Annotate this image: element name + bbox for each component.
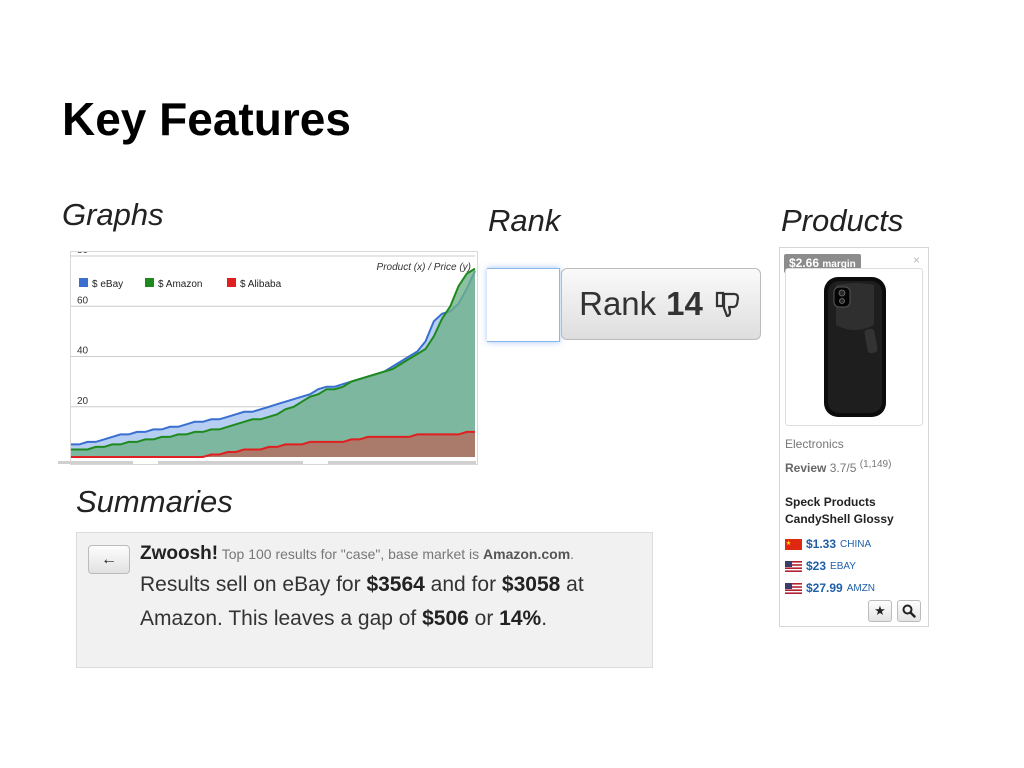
price-chart-svg: 20 40 60 80 $ eBay $ Amazon $ Alibaba Product… [71,252,476,458]
summary-text: Amazon. This leaves a gap of [140,607,423,630]
close-icon[interactable]: × [913,253,921,267]
legend-label: $ eBay [92,279,123,290]
market-name: AMZN [846,582,876,594]
summary-text: . [541,607,548,630]
market-name: CHINA [840,538,872,550]
price-value: $1.33 [806,537,837,551]
y-tick-label: 20 [77,396,89,407]
market-name: EBAY [830,560,856,572]
y-tick-label: 80 [77,252,89,256]
summary-market: Amazon.com [483,546,571,562]
summary-text: at [560,573,584,596]
rank-value: 14 [666,285,703,322]
search-button[interactable] [897,600,921,622]
us-flag-icon [785,560,802,572]
summary-head-end: . [570,546,575,562]
graphs-label: Graphs [62,197,164,232]
legend-swatch [227,278,236,287]
back-button[interactable]: ← [88,545,130,574]
rank-input[interactable] [487,268,560,342]
price-row-ebay[interactable]: $23 EBAY [785,559,856,573]
series-line-1 [71,267,476,451]
price-row-china[interactable]: $1.33 CHINA [785,537,871,551]
review-count: (1,149) [859,459,892,470]
legend-swatch [145,278,154,287]
star-icon: ★ [874,603,886,618]
summaries-label: Summaries [76,484,233,519]
search-icon [902,604,916,618]
series-line-2 [71,430,475,458]
amazon-total: $3058 [501,573,561,596]
series-area-1 [71,268,475,457]
price-chart: 20 40 60 80 $ eBay $ Amazon $ Alibaba Product… [70,251,478,465]
summary-brand: Zwoosh! [140,543,219,564]
product-name-line2: CandyShell Glossy [785,512,894,526]
summary-head-text: Top 100 results for "case", base market … [221,546,484,562]
thumbs-down-icon [715,291,739,318]
price-value: $27.99 [806,581,843,595]
margin-value: $2.66 [789,256,820,270]
product-name-line1: Speck Products [785,495,876,509]
series-area-2 [71,431,475,457]
legend-label: $ Amazon [158,279,202,290]
slide-title: Key Features [62,93,351,145]
ebay-total: $3564 [366,573,425,596]
phone-case-image [824,277,886,417]
rank-button-label: Rank [579,285,657,322]
review-label: Review [785,461,827,475]
margin-label: margin [822,259,856,270]
rank-label: Rank [488,203,561,238]
series-line-0 [71,270,476,446]
legend-label: $ Alibaba [240,279,282,290]
gap-amount: $506 [422,607,469,630]
summary-panel [76,532,653,668]
chart-scrollbar[interactable] [58,460,476,466]
products-label: Products [781,203,904,238]
legend-swatch [79,278,88,287]
arrow-left-icon: ← [101,550,117,568]
summary-text: and for [424,573,502,596]
favorite-button[interactable]: ★ [868,600,892,622]
y-tick-label: 40 [77,346,89,357]
summary-line-1: Results sell on eBay for $3564 and for $… [140,573,584,597]
china-flag-icon [785,538,802,550]
product-image[interactable] [785,268,923,426]
summary-heading: Zwoosh! Top 100 results for "case", base… [140,543,574,565]
review-score: 3.7/5 [829,461,857,475]
rank-button[interactable]: Rank 14 [561,268,761,340]
gap-percent: 14% [499,607,542,630]
chart-title: Product (x) / Price (y) [377,262,471,273]
summary-text: or [468,607,500,630]
summary-line-2: Amazon. This leaves a gap of $506 or 14%… [140,607,547,631]
us-flag-icon [785,582,802,594]
summary-text: Results sell on eBay for [140,573,367,596]
y-tick-label: 60 [77,295,89,306]
price-row-amazon[interactable]: $27.99 AMZN [785,581,875,595]
price-value: $23 [806,559,827,573]
product-category: Electronics [785,437,844,451]
product-name[interactable]: Speck Products CandyShell Glossy [785,494,925,528]
product-review: Review 3.7/5 (1,149) [785,459,891,475]
